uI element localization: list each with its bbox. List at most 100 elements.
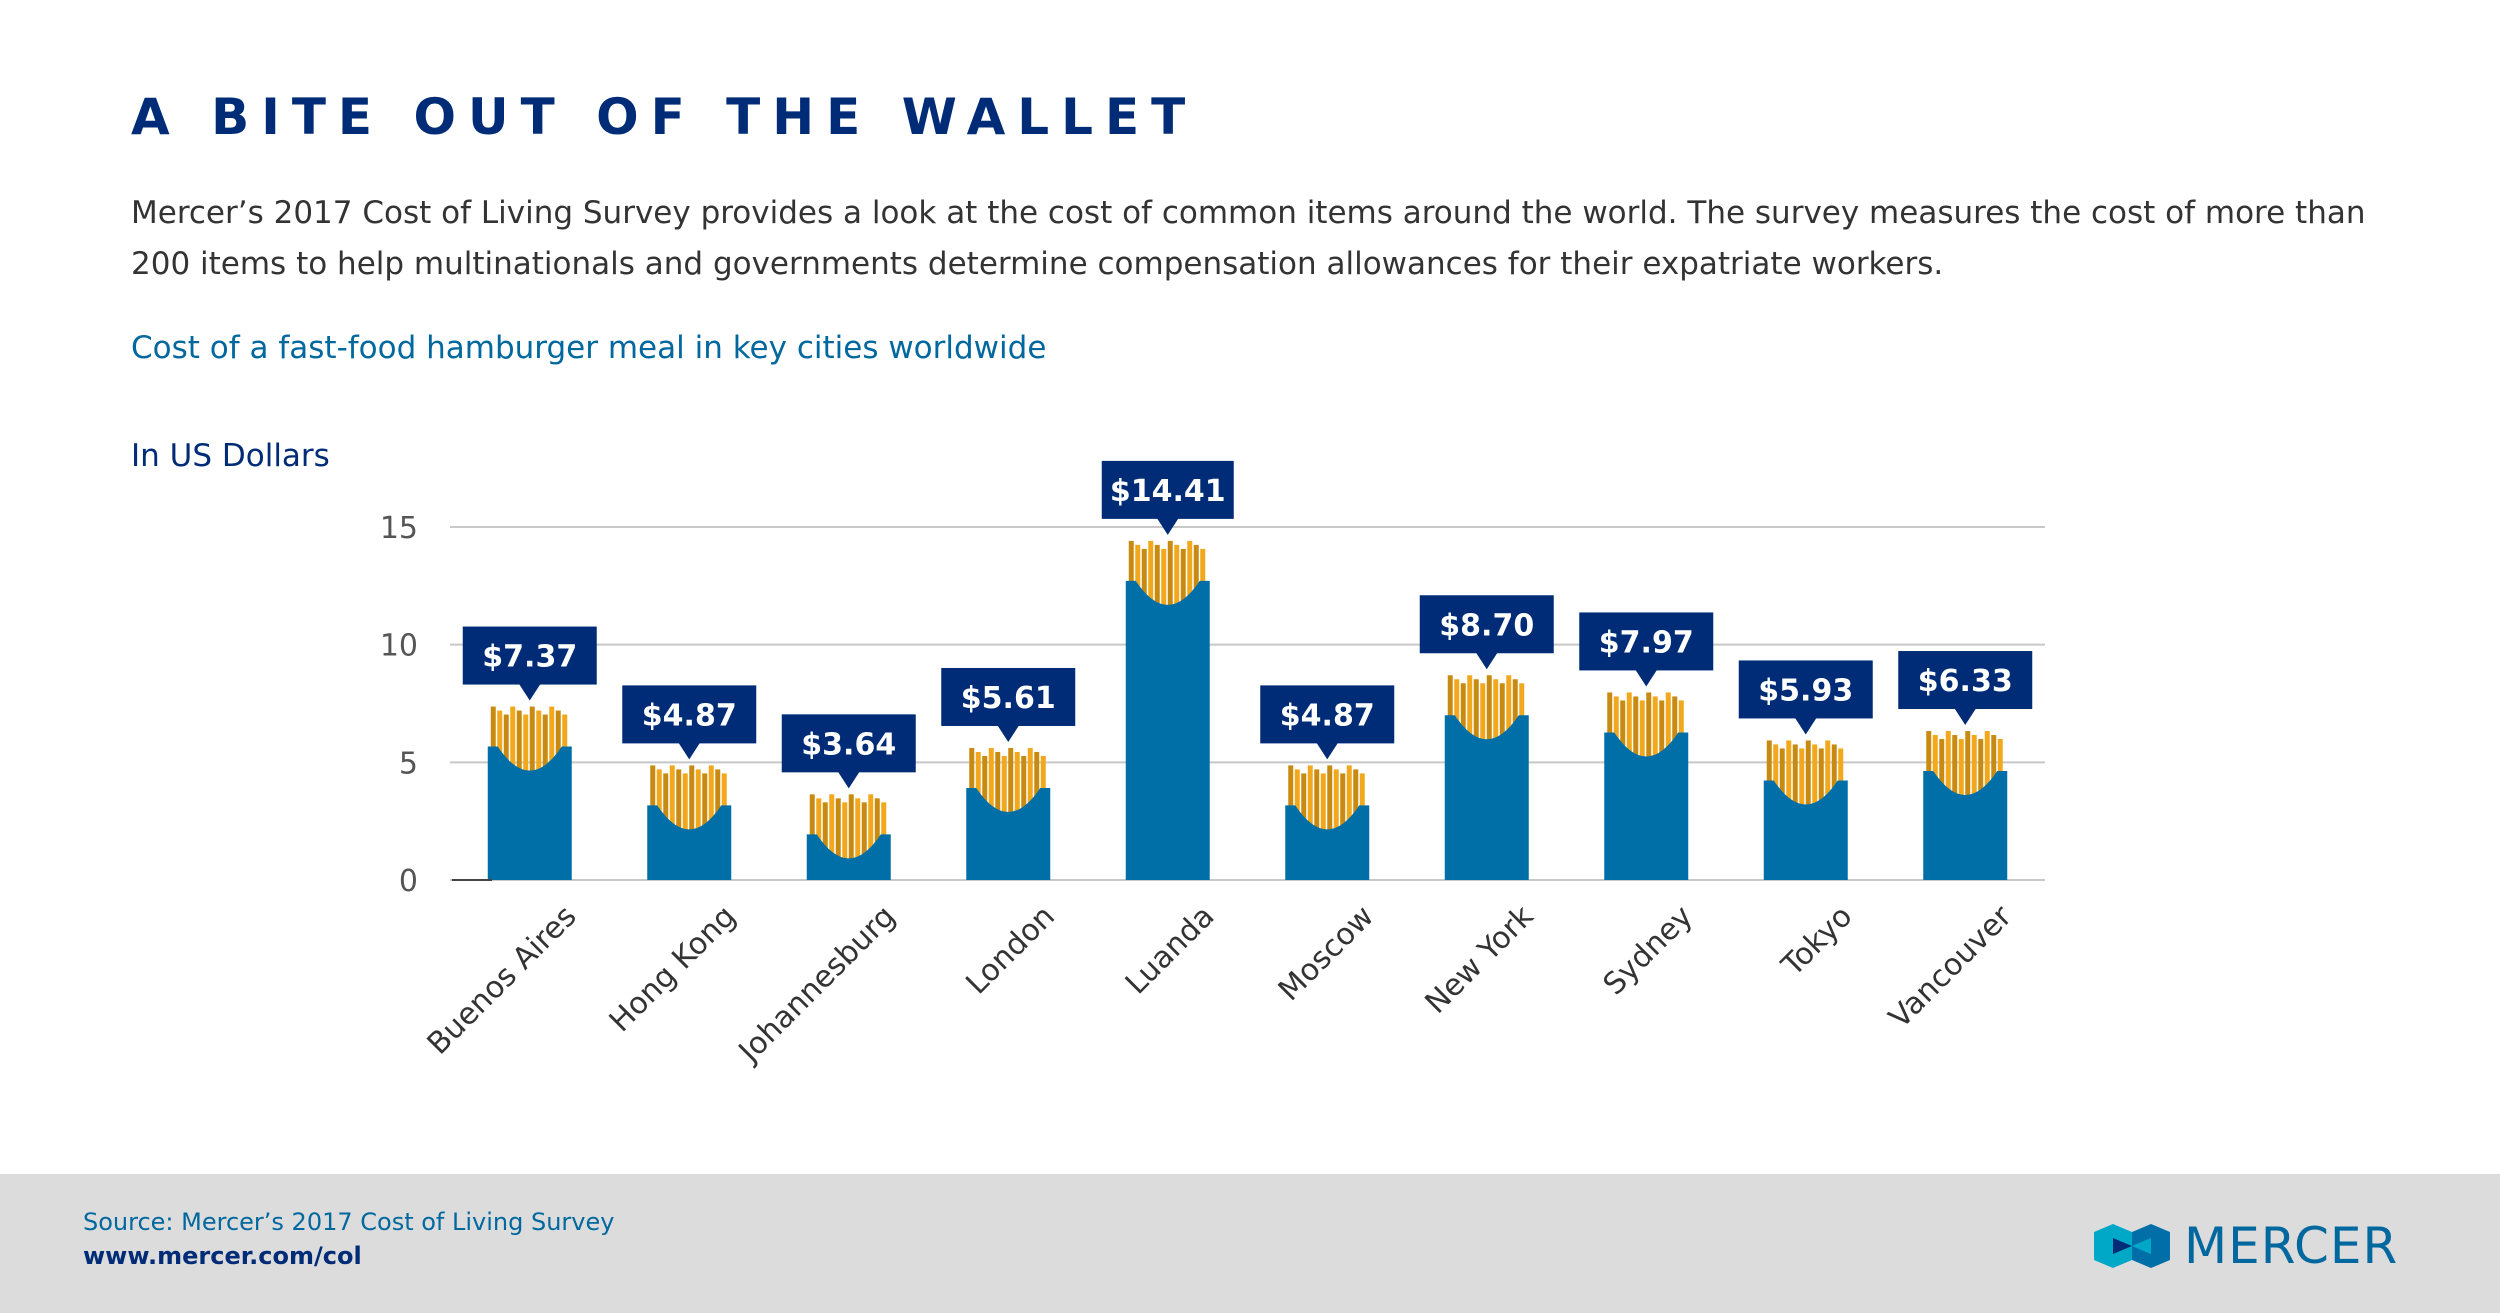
x-tick-label: New York bbox=[1419, 898, 1541, 1020]
x-tick-label: Moscow bbox=[1272, 899, 1381, 1008]
source-link[interactable]: www.mercer.com/col bbox=[83, 1242, 362, 1270]
fries-strip bbox=[1014, 751, 1020, 816]
fries-strip bbox=[497, 710, 503, 775]
x-tick-label: Sydney bbox=[1597, 899, 1700, 1002]
data-label-box bbox=[462, 626, 597, 685]
x-tick-label: London bbox=[959, 899, 1062, 1002]
fries-strip bbox=[1519, 683, 1525, 744]
data-label-pointer bbox=[837, 771, 860, 789]
data-label: $8.70 bbox=[1439, 608, 1534, 643]
fries-strip bbox=[1926, 731, 1932, 800]
fries-strip bbox=[1646, 692, 1652, 761]
fries-strip bbox=[861, 802, 867, 863]
fries-strip bbox=[1978, 739, 1984, 800]
fries-strip bbox=[663, 773, 669, 834]
fries-strip bbox=[1027, 747, 1033, 816]
fries-strip bbox=[1467, 675, 1473, 744]
fries-strip bbox=[1799, 748, 1805, 809]
bar bbox=[487, 746, 572, 880]
data-label-box bbox=[1738, 660, 1873, 719]
data-label: $5.93 bbox=[1758, 673, 1853, 708]
data-label-box bbox=[941, 667, 1076, 726]
x-tick-label: Luanda bbox=[1119, 899, 1222, 1002]
fries-strip bbox=[816, 798, 822, 863]
data-label: $3.64 bbox=[801, 727, 896, 762]
fries-strip bbox=[1473, 679, 1479, 744]
fries-strip bbox=[809, 794, 815, 863]
fries-strip bbox=[881, 802, 887, 863]
bar bbox=[966, 787, 1051, 880]
data-label-pointer bbox=[518, 683, 541, 701]
fries-strip bbox=[1460, 683, 1466, 744]
fries-strip bbox=[1825, 740, 1831, 809]
y-tick-label: 10 bbox=[380, 629, 418, 664]
fries-strip bbox=[1818, 748, 1824, 809]
data-label: $7.97 bbox=[1599, 625, 1694, 660]
fries-strip bbox=[542, 714, 548, 775]
fries-strip bbox=[835, 798, 841, 863]
fries-strip bbox=[1939, 739, 1945, 800]
bar bbox=[1763, 780, 1848, 880]
fries-strip bbox=[1493, 679, 1499, 744]
fries-strip bbox=[1480, 683, 1486, 744]
fries-strip bbox=[1607, 692, 1613, 761]
fries-strip bbox=[1512, 679, 1518, 744]
data-label-pointer bbox=[1635, 669, 1658, 687]
fries-strip bbox=[1193, 544, 1199, 609]
fries-strip bbox=[1187, 540, 1193, 609]
mercer-logo: MERCER bbox=[2094, 1217, 2398, 1275]
y-axis-unit-label: In US Dollars bbox=[131, 438, 330, 474]
intro-text: Mercer’s 2017 Cost of Living Survey prov… bbox=[131, 195, 2366, 282]
fries-strip bbox=[1307, 765, 1313, 834]
fries-strip bbox=[695, 769, 701, 834]
fries-strip bbox=[1008, 747, 1014, 816]
data-label: $7.37 bbox=[482, 640, 577, 675]
bar-group: $6.33 Vancouver bbox=[1882, 651, 2033, 1035]
fries-strip bbox=[874, 798, 880, 863]
fries-strip bbox=[969, 747, 975, 816]
fries-strip bbox=[1991, 735, 1997, 800]
fries-icon bbox=[1607, 692, 1684, 761]
data-label: $6.33 bbox=[1918, 664, 2013, 699]
bar-group: $14.41 Luanda bbox=[1101, 460, 1234, 1002]
fries-strip bbox=[1932, 735, 1938, 800]
data-label-box bbox=[1898, 651, 2033, 710]
fries-strip bbox=[1506, 675, 1512, 744]
fries-strip bbox=[1952, 735, 1958, 800]
fries-strip bbox=[1314, 769, 1320, 834]
fries-strip bbox=[1838, 748, 1844, 809]
bar-group: $7.37 Buenos Aires bbox=[421, 626, 597, 1062]
data-label-box bbox=[1101, 460, 1234, 519]
fries-strip bbox=[975, 751, 981, 816]
fries-strip bbox=[702, 773, 708, 834]
data-label-pointer bbox=[997, 724, 1020, 742]
fries-strip bbox=[1633, 696, 1639, 761]
bar-group: $8.70 New York bbox=[1419, 595, 1554, 1021]
fries-strip bbox=[1971, 735, 1977, 800]
fries-strip bbox=[842, 802, 848, 863]
data-label: $4.87 bbox=[1280, 698, 1375, 733]
data-label: $14.41 bbox=[1110, 474, 1226, 509]
data-label-box bbox=[781, 714, 916, 773]
fries-strip bbox=[855, 798, 861, 863]
x-tick-label: Tokyo bbox=[1775, 899, 1860, 984]
fries-strip bbox=[1805, 740, 1811, 809]
fries-strip bbox=[490, 706, 496, 775]
fries-strip bbox=[529, 706, 535, 775]
fries-strip bbox=[1665, 692, 1671, 761]
data-label-box bbox=[1579, 612, 1714, 671]
x-tick-label: Buenos Aires bbox=[421, 899, 584, 1062]
fries-strip bbox=[1626, 692, 1632, 761]
fries-strip bbox=[1831, 744, 1837, 809]
data-label-box bbox=[1419, 595, 1554, 654]
fries-strip bbox=[829, 794, 835, 863]
fries-strip bbox=[503, 714, 509, 775]
fries-strip bbox=[1340, 773, 1346, 834]
fries-strip bbox=[1180, 548, 1186, 609]
fries-strip bbox=[1786, 740, 1792, 809]
fries-icon bbox=[650, 765, 727, 834]
fries-strip bbox=[1353, 769, 1359, 834]
fries-strip bbox=[1812, 744, 1818, 809]
fries-strip bbox=[1161, 548, 1167, 609]
bar bbox=[806, 834, 891, 880]
